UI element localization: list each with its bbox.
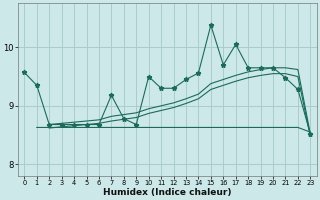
X-axis label: Humidex (Indice chaleur): Humidex (Indice chaleur) [103, 188, 232, 197]
